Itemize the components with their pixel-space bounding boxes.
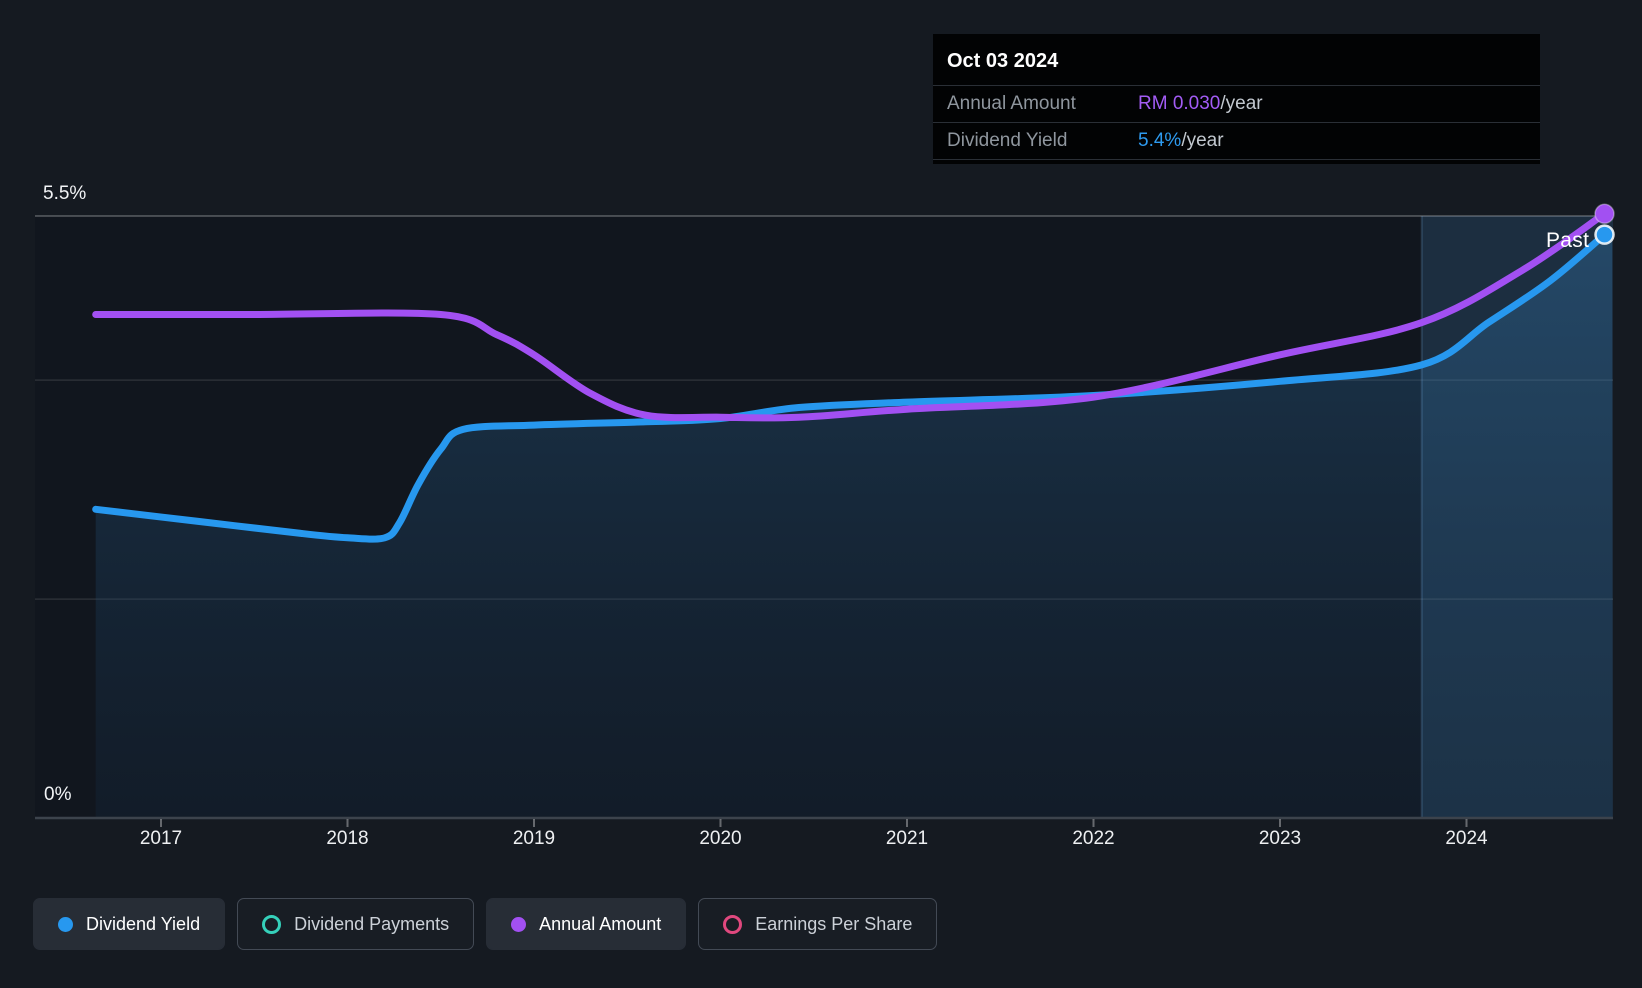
chart-legend: Dividend Yield Dividend Payments Annual Am… [33, 898, 938, 950]
chart-tooltip: Oct 03 2024 Annual Amount RM 0.030/year Di… [933, 34, 1540, 164]
x-tick-label-2021: 2021 [885, 828, 929, 849]
legend-label: Earnings Per Share [755, 913, 913, 934]
legend-button-annual-amount[interactable]: Annual Amount [486, 898, 687, 950]
tooltip-rows: Annual Amount RM 0.030/year Dividend Yield… [933, 86, 1540, 160]
dividend-yield-area [95, 234, 1613, 819]
legend-button-dividend-payments[interactable]: Dividend Payments [237, 898, 475, 950]
x-tick-label-2020: 2020 [699, 828, 742, 849]
earnings-per-share-marker-icon [723, 914, 743, 934]
x-tick-label-2017: 2017 [139, 828, 183, 849]
annual-amount-line [92, 210, 1608, 422]
tooltip-row-dividend-yield: Dividend Yield 5.4%/year [933, 123, 1540, 160]
past-period-label: Past [1546, 229, 1590, 252]
annual-amount-marker-icon [511, 916, 527, 932]
y-axis-bottom-label: 0% [44, 784, 72, 805]
legend-label: Dividend Yield [86, 913, 201, 934]
legend-label: Dividend Payments [294, 913, 450, 934]
past-period-band-overlay [1421, 216, 1613, 818]
x-tick-label-2023: 2023 [1258, 828, 1302, 849]
dividend-yield-line [92, 231, 1608, 543]
tooltip-row-label: Annual Amount [947, 93, 1076, 114]
tooltip-row-value: 5.4%/year [1138, 130, 1224, 151]
tooltip-row-value: RM 0.030/year [1138, 93, 1263, 114]
legend-label: Annual Amount [539, 913, 662, 934]
tooltip-date: Oct 03 2024 [933, 44, 1540, 86]
x-tick-label-2022: 2022 [1072, 828, 1115, 849]
dividend-yield-endpoint-marker [1594, 224, 1615, 245]
x-tick-label-2024: 2024 [1445, 828, 1488, 849]
dividend-payments-marker-icon [262, 914, 282, 934]
legend-button-dividend-yield[interactable]: Dividend Yield [33, 898, 226, 950]
y-axis-top-label: 5.5% [43, 183, 87, 204]
dividend-yield-marker-icon [58, 916, 73, 932]
annual-amount-endpoint-marker [1594, 203, 1615, 225]
x-tick-label-2018: 2018 [326, 828, 369, 849]
tooltip-row-label: Dividend Yield [947, 130, 1068, 151]
x-tick-label-2019: 2019 [512, 828, 556, 849]
legend-button-earnings-per-share[interactable]: Earnings Per Share [698, 898, 938, 950]
tooltip-row-annual-amount: Annual Amount RM 0.030/year [933, 86, 1540, 123]
